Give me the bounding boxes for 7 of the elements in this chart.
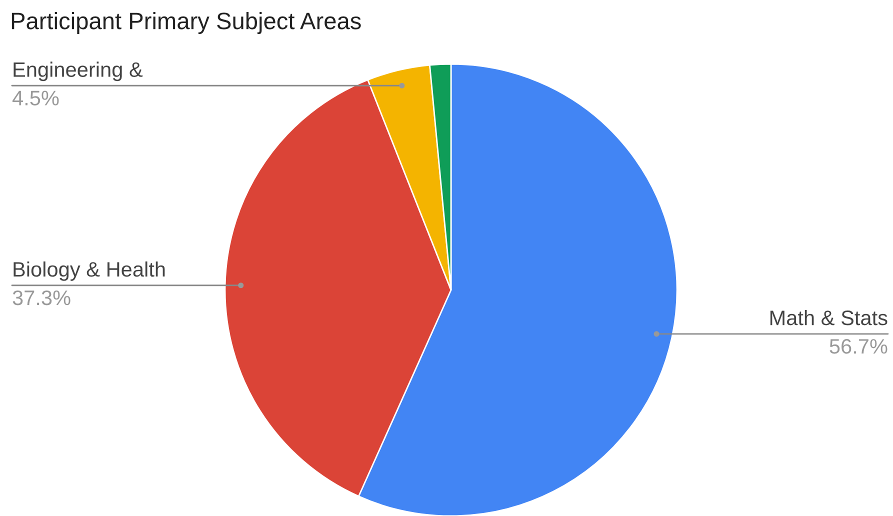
slice-label: Engineering &	[14, 62, 143, 82]
data-label: 56.7%	[830, 338, 888, 354]
data-label: 4.5%	[12, 90, 59, 106]
chart-title: Participant Primary Subject Areas	[12, 12, 361, 34]
slice-label: Biology & Health	[14, 261, 165, 281]
data-label: 37.3%	[12, 290, 70, 306]
slice-label: Math & Stats	[770, 310, 888, 326]
